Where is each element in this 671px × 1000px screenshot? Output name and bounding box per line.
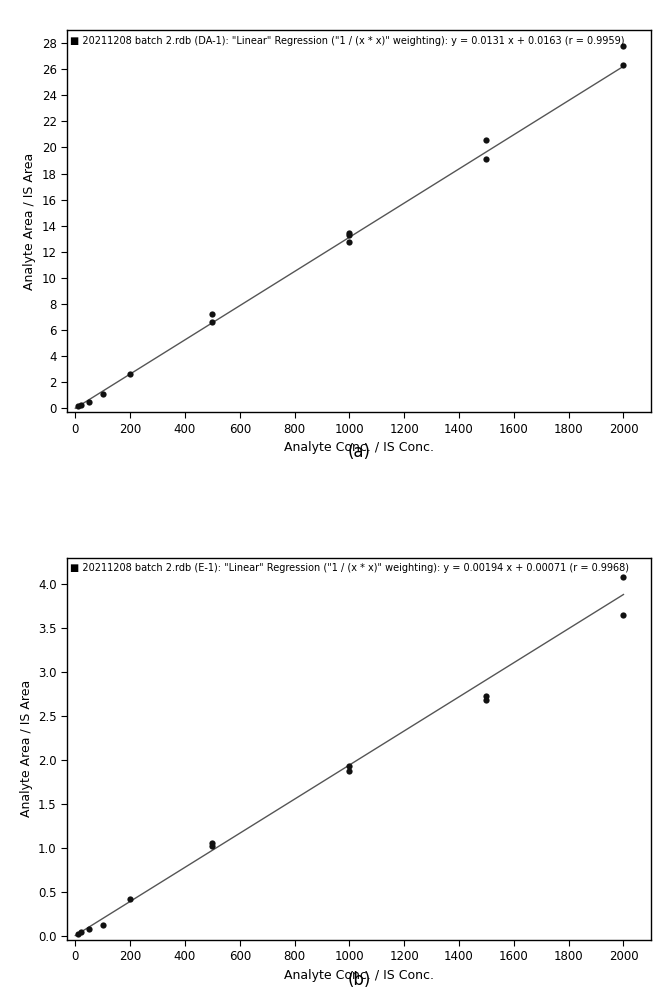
Text: (b): (b) — [348, 971, 370, 989]
Point — [207, 314, 217, 330]
Point — [207, 306, 217, 322]
Point — [344, 763, 355, 779]
Point — [344, 227, 355, 243]
Point — [344, 758, 355, 774]
Point — [618, 38, 629, 54]
Point — [84, 921, 95, 937]
Point — [84, 394, 95, 410]
X-axis label: Analyte Conc. / IS Conc.: Analyte Conc. / IS Conc. — [284, 441, 434, 454]
Y-axis label: Analyte Area / IS Area: Analyte Area / IS Area — [23, 153, 36, 290]
Point — [618, 569, 629, 585]
Point — [125, 366, 136, 382]
Point — [481, 132, 492, 148]
Point — [481, 688, 492, 704]
Point — [207, 835, 217, 851]
Point — [75, 924, 86, 940]
Text: (a): (a) — [348, 443, 370, 461]
Text: ■ 20211208 batch 2.rdb (E-1): "Linear" Regression ("1 / (x * x)" weighting): y =: ■ 20211208 batch 2.rdb (E-1): "Linear" R… — [70, 563, 629, 573]
X-axis label: Analyte Conc. / IS Conc.: Analyte Conc. / IS Conc. — [284, 969, 434, 982]
Point — [618, 607, 629, 623]
Point — [481, 692, 492, 708]
Point — [75, 397, 86, 413]
Text: ■ 20211208 batch 2.rdb (DA-1): "Linear" Regression ("1 / (x * x)" weighting): y : ■ 20211208 batch 2.rdb (DA-1): "Linear" … — [70, 36, 625, 46]
Point — [125, 891, 136, 907]
Point — [481, 151, 492, 167]
Point — [97, 386, 108, 402]
Point — [72, 398, 83, 414]
Point — [618, 57, 629, 73]
Y-axis label: Analyte Area / IS Area: Analyte Area / IS Area — [19, 680, 32, 817]
Point — [207, 838, 217, 854]
Point — [344, 234, 355, 250]
Point — [344, 225, 355, 241]
Point — [97, 917, 108, 933]
Point — [72, 926, 83, 942]
